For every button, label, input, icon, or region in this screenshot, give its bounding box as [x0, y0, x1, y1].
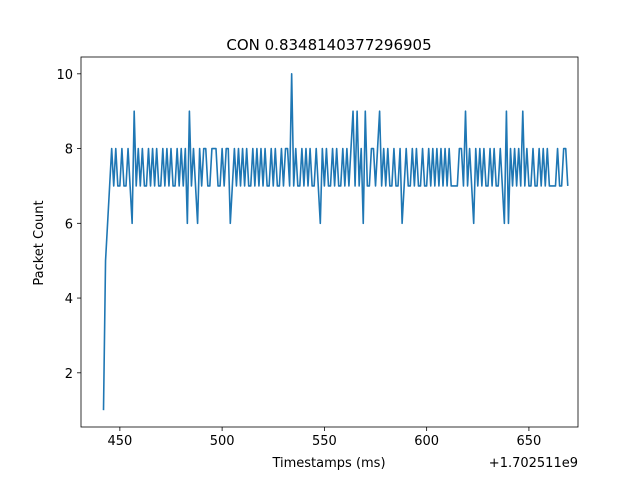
plot-frame	[80, 56, 579, 428]
y-tick-label: 2	[65, 367, 73, 382]
y-tick-label: 4	[65, 292, 73, 307]
x-tick-label: 500	[210, 434, 235, 449]
y-tick-label: 8	[65, 143, 73, 158]
y-tick-label: 6	[65, 217, 73, 232]
x-axis: 450 500 550 600 650	[107, 427, 541, 449]
series-line-group	[102, 73, 569, 411]
y-axis-label: Packet Count	[32, 200, 47, 285]
y-axis: 2 4 6 8 10	[56, 68, 81, 382]
y-tick-label: 10	[56, 68, 73, 83]
series-line-0	[102, 73, 569, 411]
x-tick-label: 600	[414, 434, 439, 449]
x-axis-offset-label: +1.702511e9	[489, 456, 578, 471]
x-tick-label: 550	[312, 434, 337, 449]
chart-title: CON 0.8348140377296905	[226, 36, 431, 54]
x-tick-label: 650	[516, 434, 541, 449]
x-tick-label: 450	[107, 434, 132, 449]
x-axis-label: Timestamps (ms)	[271, 456, 385, 471]
